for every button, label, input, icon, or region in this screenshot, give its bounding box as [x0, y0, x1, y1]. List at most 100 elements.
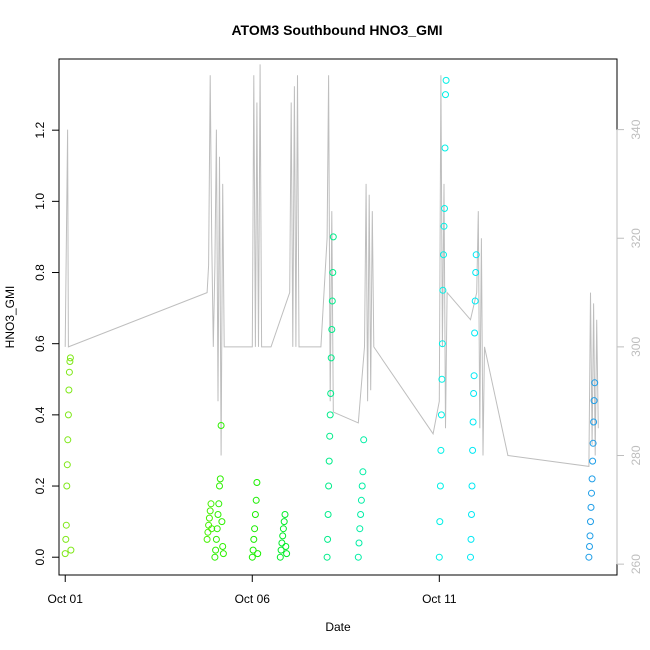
data-point [357, 496, 365, 504]
data-point [587, 503, 595, 511]
data-point [468, 482, 476, 490]
data-point [67, 546, 75, 554]
data-point [64, 436, 72, 444]
data-point [436, 482, 444, 490]
y-axis-label: HNO3_GMI [3, 286, 17, 349]
data-point [276, 553, 284, 561]
data-point [217, 422, 225, 429]
secondary-series-line [64, 64, 599, 467]
data-point [436, 518, 444, 526]
data-point [254, 550, 262, 558]
data-point [251, 511, 259, 518]
y-axis: 0.0 0.2 0.4 0.6 0.8 1.0 1.2 [33, 122, 60, 566]
data-point [213, 525, 221, 533]
y2-tick-label: 260 [629, 554, 643, 574]
data-point [437, 446, 445, 454]
plot-frame [58, 58, 618, 576]
y2-tick-label: 280 [629, 445, 643, 465]
data-point [216, 475, 224, 483]
data-point [282, 543, 290, 550]
chart-title: ATOM3 Southbound HNO3_GMI [231, 22, 442, 38]
secondary-line-layer [64, 64, 599, 467]
data-point [281, 511, 289, 518]
data-point [590, 418, 598, 426]
data-point [440, 251, 447, 259]
data-point [470, 372, 478, 380]
data-point [205, 514, 213, 522]
data-point [471, 329, 479, 337]
data-point [469, 418, 477, 426]
data-point [211, 553, 219, 561]
y2-tick-label: 320 [629, 228, 643, 248]
x-tick-label: Oct 06 [235, 592, 271, 606]
data-point [442, 91, 449, 99]
data-point [204, 528, 212, 536]
data-point [249, 546, 257, 554]
data-point [62, 535, 70, 543]
data-point [589, 439, 597, 447]
data-point [358, 482, 366, 490]
data-point [360, 436, 368, 444]
data-point [251, 525, 259, 533]
data-point [356, 525, 364, 533]
data-point [467, 553, 474, 561]
data-point [442, 76, 450, 84]
data-point [212, 535, 220, 543]
data-point [325, 457, 333, 465]
data-point [253, 479, 261, 486]
data-point [219, 543, 227, 550]
y-tick-label: 0.2 [33, 477, 47, 494]
data-point [65, 368, 73, 376]
data-point [470, 390, 478, 397]
data-point [65, 386, 73, 394]
data-point [441, 205, 448, 212]
x-tick-label: Oct 01 [48, 592, 84, 606]
y2-axis: 260 280 300 320 340 [616, 119, 643, 574]
data-point [438, 340, 446, 348]
data-point [326, 411, 334, 419]
data-point [212, 546, 220, 554]
data-point [326, 432, 334, 440]
data-point [329, 233, 337, 241]
x-tick-label: Oct 11 [422, 592, 457, 606]
data-point [216, 482, 223, 490]
data-point [325, 482, 333, 490]
data-point [66, 358, 74, 365]
data-point [248, 553, 256, 561]
x-axis-label: Date [325, 620, 351, 634]
data-point [472, 251, 480, 259]
y-tick-label: 0.8 [33, 264, 47, 281]
data-point [472, 269, 480, 276]
data-point [437, 411, 445, 419]
data-point [206, 507, 214, 515]
data-point [589, 457, 597, 465]
data-point [469, 446, 477, 454]
data-point [588, 489, 595, 497]
data-point [218, 518, 226, 526]
data-point [324, 535, 332, 543]
data-point [355, 539, 363, 547]
data-point [471, 297, 479, 305]
data-point [328, 297, 336, 305]
data-point [63, 461, 71, 469]
points-layer [61, 76, 599, 561]
data-point [215, 500, 223, 508]
data-point [62, 521, 70, 529]
data-point [63, 482, 71, 490]
data-point [277, 546, 285, 554]
data-point [219, 550, 227, 558]
data-point [438, 375, 446, 383]
data-point [357, 511, 365, 518]
data-point [439, 286, 447, 294]
data-point [327, 390, 335, 397]
data-point [64, 411, 72, 419]
data-point [354, 553, 362, 561]
data-point [329, 269, 337, 276]
data-point [323, 553, 331, 561]
data-point [66, 354, 74, 362]
data-point [441, 144, 449, 152]
data-point [590, 397, 598, 405]
data-point [440, 222, 448, 230]
data-point [587, 518, 594, 526]
